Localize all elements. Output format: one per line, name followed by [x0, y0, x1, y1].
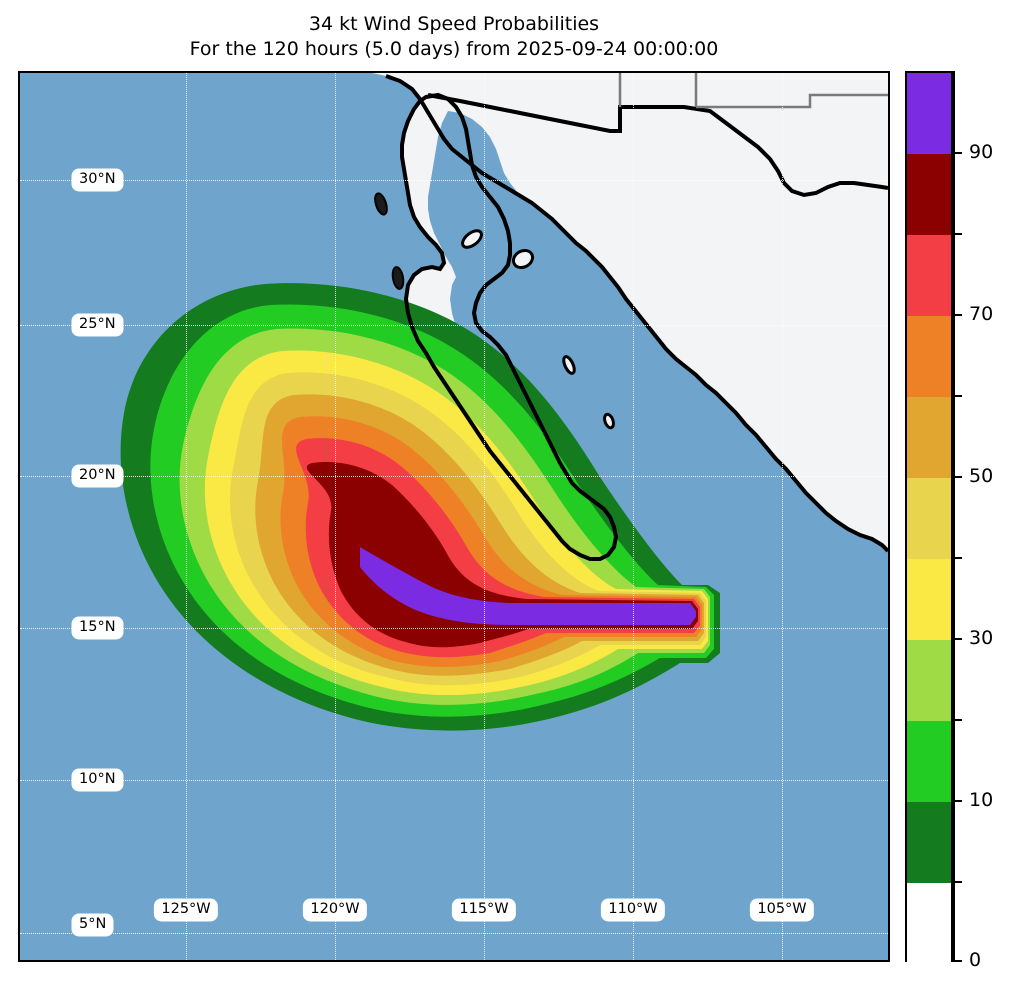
colorbar-band-30-40	[907, 559, 951, 640]
map-graphics	[120, 73, 888, 731]
colorbar-band-0-5	[907, 883, 951, 964]
map-plot-area[interactable]: 30°N 25°N 20°N 15°N 10°N 5°N 125°W 120°W…	[18, 71, 890, 962]
us-state-border-nevada-utah	[696, 93, 888, 109]
coastline-border-layer	[385, 73, 888, 561]
lat-label-15n: 15°N	[72, 617, 123, 639]
contour-band-90-100	[360, 547, 696, 625]
colorbar-band-90-100	[907, 73, 951, 154]
lat-label-30n: 30°N	[72, 169, 123, 191]
mainland-pacific-coastline	[385, 74, 888, 553]
colorbar-band-20-30	[907, 640, 951, 721]
lon-label-125w: 125°W	[154, 899, 218, 921]
colorbar-tick-40	[953, 557, 962, 559]
colorbar-band-80-90	[907, 154, 951, 235]
colorbar-tick-80	[953, 233, 962, 235]
colorbar-tick-60	[953, 395, 962, 397]
colorbar-band-5-10	[907, 802, 951, 883]
chart-title-block: 34 kt Wind Speed Probabilities For the 1…	[0, 12, 908, 62]
isla-carmen	[562, 355, 576, 375]
isla-guadalupe	[391, 266, 405, 290]
colorbar-tick-90	[953, 152, 962, 154]
colorbar-tick-50	[953, 476, 962, 478]
north-america-landmass	[372, 73, 888, 551]
us-mexico-border	[427, 93, 888, 198]
isla-espiritu-santo	[603, 412, 615, 430]
colorbar[interactable]: 90 70 50 30 10 0	[905, 71, 993, 971]
colorbar-ticklabel-70: 70	[969, 303, 994, 325]
colorbar-axis: 90 70 50 30 10 0	[953, 71, 1015, 971]
baja-coastline	[400, 92, 619, 561]
colorbar-ticklabel-90: 90	[969, 141, 994, 163]
colorbar-band-70-80	[907, 235, 951, 316]
colorbar-band-50-60	[907, 397, 951, 478]
colorbar-tick-30	[953, 638, 962, 640]
colorbar-ticklabel-0: 0	[969, 949, 982, 971]
isla-angel-de-la-guarda	[461, 229, 483, 249]
lon-label-115w: 115°W	[452, 899, 516, 921]
colorbar-tick-0	[953, 960, 962, 962]
isla-cedros	[374, 192, 388, 216]
map-canvas: 30°N 25°N 20°N 15°N 10°N 5°N 125°W 120°W…	[20, 73, 888, 960]
colorbar-band-60-70	[907, 316, 951, 397]
lon-label-110w: 110°W	[601, 899, 665, 921]
lat-label-25n: 25°N	[72, 314, 123, 336]
lon-label-120w: 120°W	[303, 899, 367, 921]
lat-label-20n: 20°N	[72, 465, 123, 487]
colorbar-ticklabel-10: 10	[969, 789, 994, 811]
gulf-of-california	[428, 111, 626, 527]
lon-label-105w: 105°W	[750, 899, 814, 921]
lat-label-10n: 10°N	[72, 769, 123, 791]
probability-contour-layer	[120, 283, 721, 731]
isla-tiburon	[511, 248, 535, 270]
chart-title: 34 kt Wind Speed Probabilities	[308, 13, 600, 35]
colorbar-tick-20	[953, 719, 962, 721]
colorbar-tick-10	[953, 800, 962, 802]
colorbar-spine	[953, 71, 955, 962]
colorbar-bands	[905, 71, 953, 964]
colorbar-ticklabel-50: 50	[969, 465, 994, 487]
colorbar-tick-70	[953, 314, 962, 316]
colorbar-band-40-50	[907, 478, 951, 559]
lat-label-5n: 5°N	[72, 914, 114, 936]
colorbar-tick-5	[953, 881, 962, 883]
chart-subtitle: For the 120 hours (5.0 days) from 2025-0…	[189, 38, 719, 60]
colorbar-band-10-20	[907, 721, 951, 802]
colorbar-ticklabel-30: 30	[969, 627, 994, 649]
